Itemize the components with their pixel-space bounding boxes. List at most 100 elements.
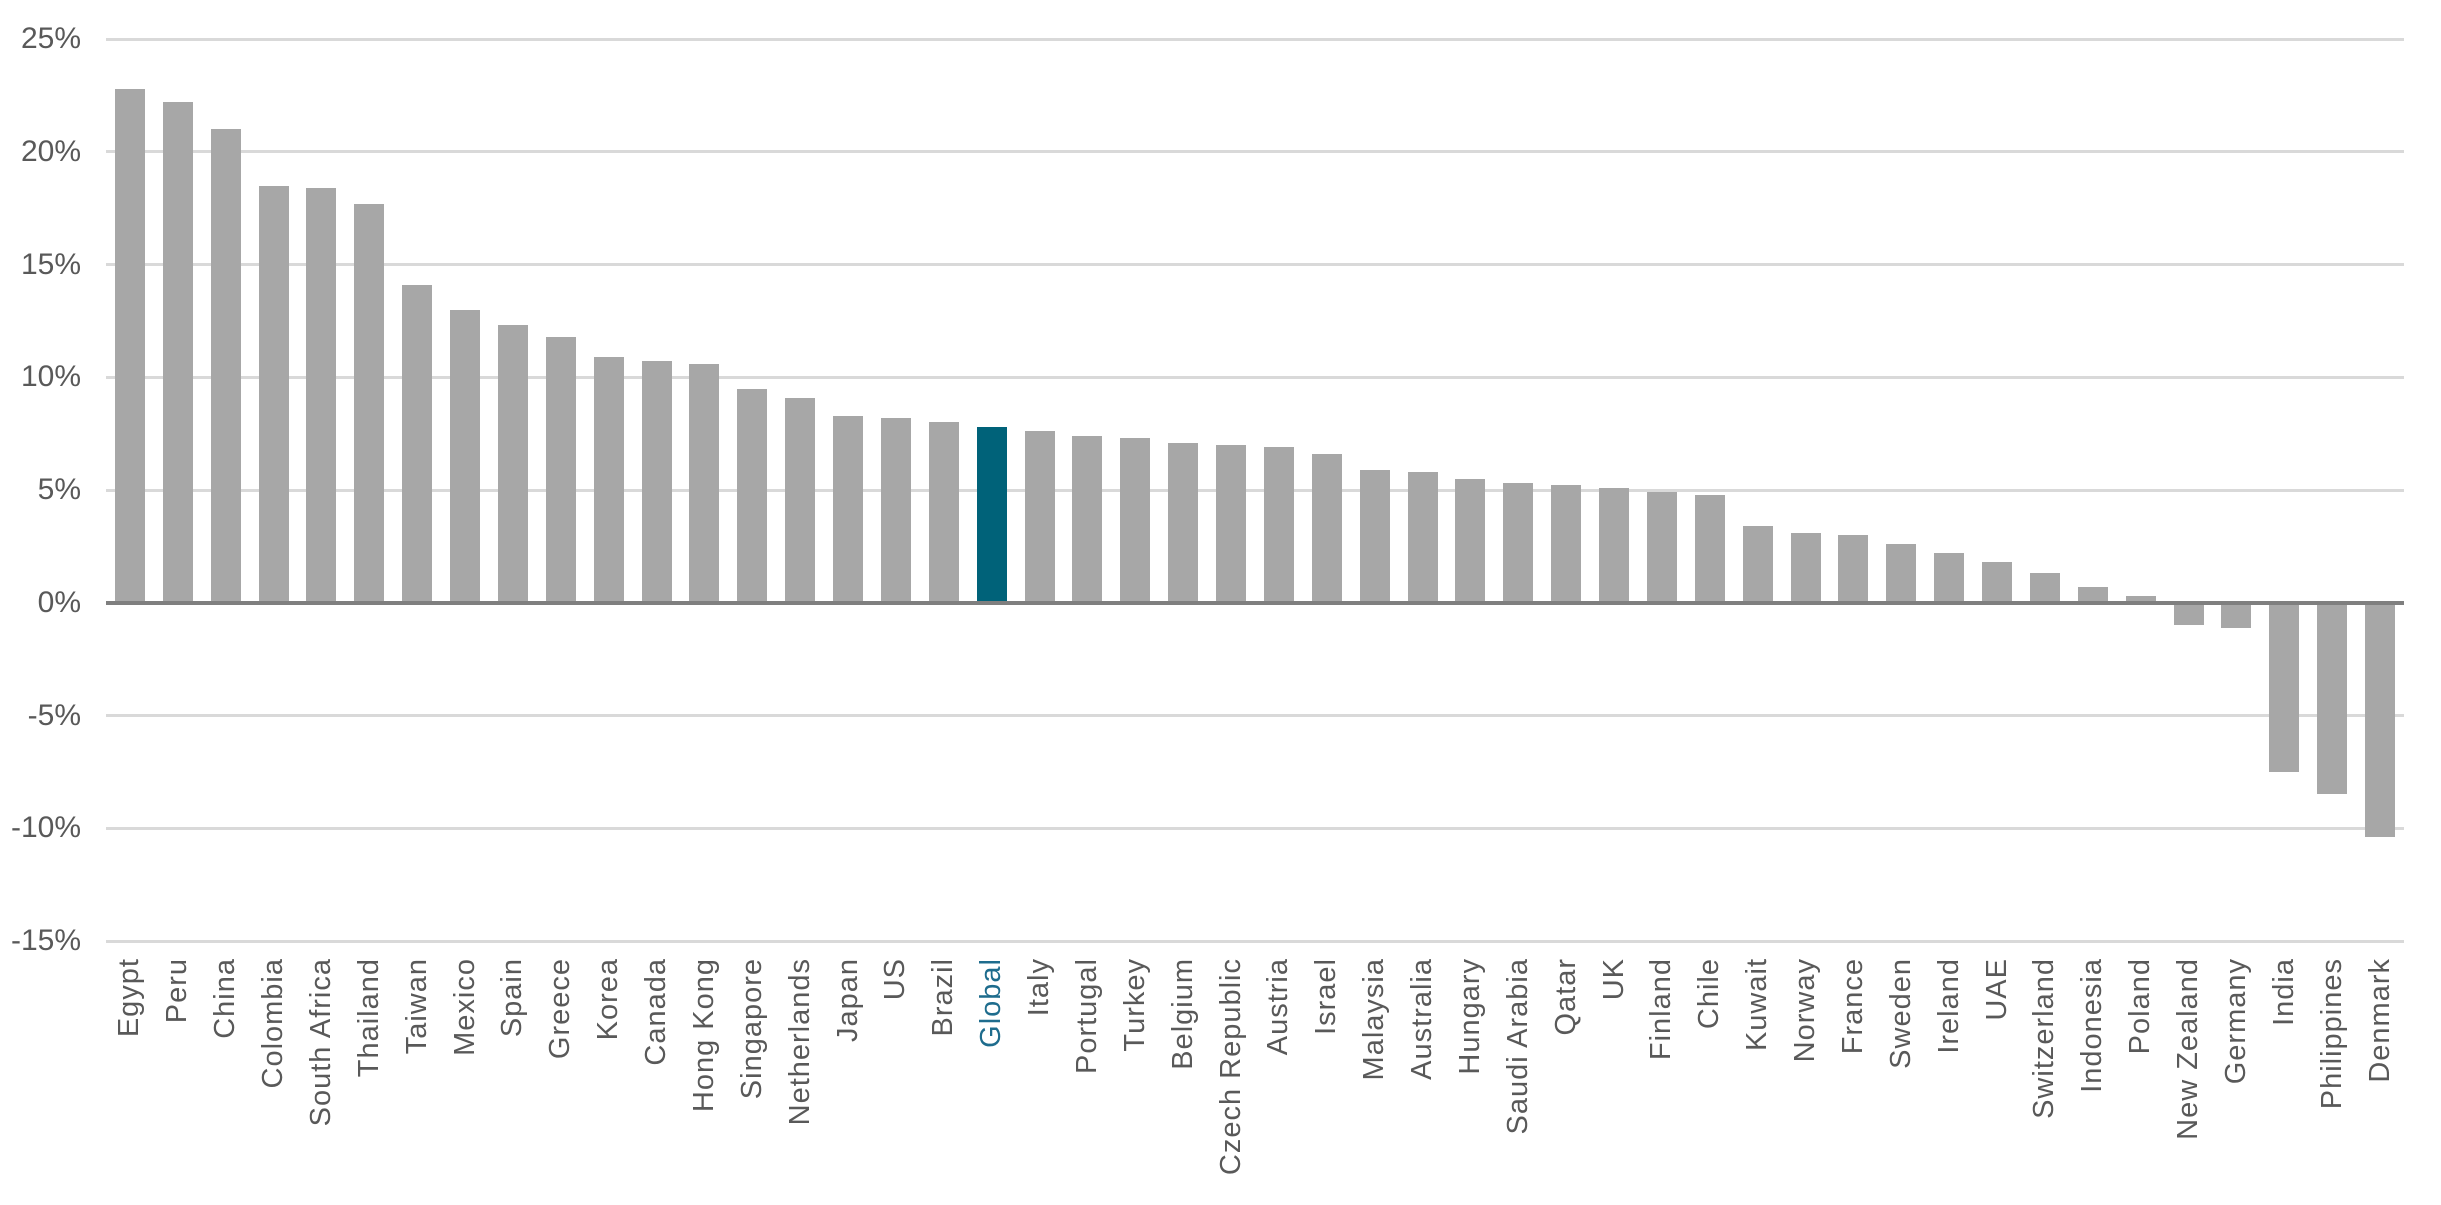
bar [689,363,720,603]
bar [641,361,672,603]
bar [354,203,385,603]
bar [1311,453,1342,603]
bar [497,325,528,603]
bar [1646,492,1677,603]
y-axis-tick-label: 10% [20,360,81,394]
x-axis-label: Ireland [1932,958,1965,1054]
bar [2365,602,2396,838]
x-axis-label: Kuwait [1741,958,1774,1052]
bar [2269,602,2300,772]
x-axis-label: New Zealand [2172,958,2205,1140]
bar [210,129,241,603]
x-axis-label: Norway [1789,958,1822,1063]
gridline [106,939,2404,943]
bar [1407,471,1438,603]
bar [1599,487,1630,603]
x-axis-label: Finland [1645,958,1678,1061]
bar [2077,586,2108,603]
bar [1216,444,1247,603]
bar [1934,553,1965,603]
gridline [106,263,2404,266]
x-axis-label: Denmark [2363,958,2396,1083]
bar [450,309,481,603]
x-axis-label: Korea [592,958,625,1041]
gridline [106,375,2404,379]
bar [1024,431,1055,603]
bar [114,88,145,603]
zero-axis-line [106,600,2404,605]
x-axis-label: Malaysia [1358,958,1391,1081]
x-axis-label: Thailand [352,958,385,1078]
bar [737,388,768,603]
x-axis-label: UAE [1980,958,2013,1021]
bar [785,397,816,603]
bar [1072,435,1103,603]
x-axis-label: US [879,958,912,1001]
x-axis-label: Singapore [735,958,768,1100]
x-axis-label: UK [1597,958,1630,1001]
x-axis-label: Peru [161,958,194,1024]
x-axis-label: Israel [1310,958,1343,1035]
y-axis-tick-label: -15% [10,924,81,957]
x-axis-label: Brazil [927,958,960,1037]
x-axis-label: Austria [1262,958,1295,1056]
x-axis-label: Saudi Arabia [1501,958,1534,1135]
x-axis-label: Taiwan [400,958,433,1055]
x-axis-label: Germany [2219,958,2252,1085]
bar [1982,562,2013,603]
plot-area [106,37,2404,943]
x-axis-label: Philippines [2315,958,2348,1110]
x-axis-label: Indonesia [2076,958,2109,1093]
x-axis-label: Netherlands [783,958,816,1126]
x-axis-label: Spain [496,958,529,1038]
bar [1694,494,1725,603]
x-axis-label: Switzerland [2028,958,2061,1119]
x-axis-label: Portugal [1070,958,1103,1075]
bar [1742,526,1773,603]
x-axis-label: South Africa [304,958,337,1127]
x-axis-label: Colombia [257,958,290,1089]
x-axis-label: Sweden [1884,958,1917,1069]
y-axis-tick-label: 20% [20,134,81,168]
x-axis-label: Mexico [448,958,481,1056]
gridline [106,714,2404,717]
bar [2221,602,2252,628]
bar [1790,532,1821,603]
bar [402,284,433,603]
bar [306,187,337,603]
x-axis-label: India [2267,958,2300,1026]
bar [1359,469,1390,603]
x-axis-label: China [209,958,242,1039]
gridline [106,488,2404,492]
x-axis-label: Australia [1406,958,1439,1080]
x-axis-label: Japan [831,958,864,1043]
bar [1455,478,1486,603]
bar [928,422,959,603]
bar [2029,573,2060,603]
y-axis-tick-label: 25% [20,22,81,55]
x-axis-label: Turkey [1118,958,1151,1052]
bar [593,356,624,603]
bar [258,185,289,603]
bar [1120,438,1151,603]
gridline [106,37,2404,41]
x-axis-label: Egypt [113,958,146,1038]
x-axis-label: Hong Kong [687,958,720,1113]
x-axis-label: Poland [2124,958,2157,1055]
x-axis-label: Greece [544,958,577,1060]
bar [2173,602,2204,626]
bar [1503,483,1534,603]
bar [1263,447,1294,603]
bar [880,417,911,603]
bar [1886,544,1917,603]
bar [2125,595,2156,603]
y-axis-tick-label: -10% [10,811,81,845]
x-axis-label: Hungary [1453,958,1486,1075]
x-axis-label-global: Global [975,958,1008,1048]
y-axis-tick-label: 15% [20,247,81,281]
bar-global-highlight [976,426,1007,603]
x-axis-label: Czech Republic [1214,958,1247,1176]
y-axis-tick-label: 5% [37,473,81,506]
